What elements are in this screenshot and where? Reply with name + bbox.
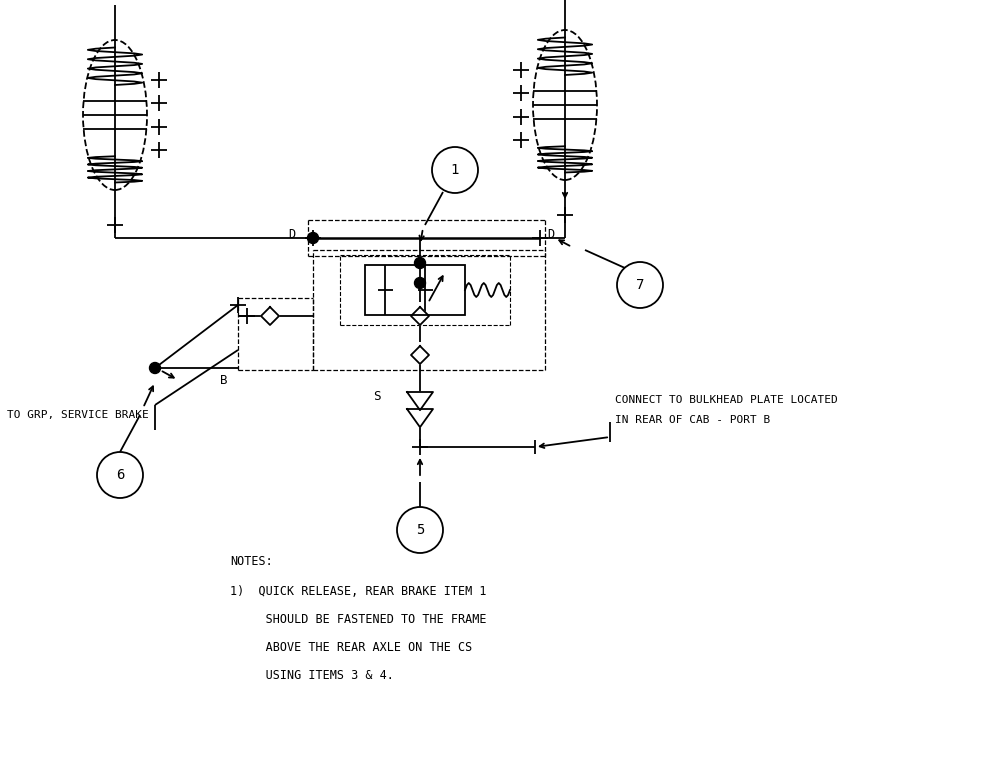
- Polygon shape: [407, 409, 433, 427]
- Polygon shape: [411, 346, 429, 364]
- Text: D: D: [288, 229, 295, 242]
- Bar: [365, 265, 465, 315]
- Text: ABOVE THE REAR AXLE ON THE CS: ABOVE THE REAR AXLE ON THE CS: [230, 641, 472, 654]
- Circle shape: [432, 147, 478, 193]
- Text: NOTES:: NOTES:: [230, 555, 273, 568]
- Circle shape: [397, 507, 443, 553]
- Text: B: B: [220, 374, 228, 387]
- Text: USING ITEMS 3 & 4.: USING ITEMS 3 & 4.: [230, 669, 394, 682]
- Circle shape: [415, 258, 426, 268]
- Text: IN REAR OF CAB - PORT B: IN REAR OF CAB - PORT B: [615, 415, 770, 425]
- Text: CONNECT TO BULKHEAD PLATE LOCATED: CONNECT TO BULKHEAD PLATE LOCATED: [615, 395, 838, 405]
- Circle shape: [150, 363, 160, 373]
- Circle shape: [97, 452, 143, 498]
- Circle shape: [617, 262, 663, 308]
- Text: 5: 5: [416, 523, 424, 537]
- Text: TO GRP, SERVICE BRAKE: TO GRP, SERVICE BRAKE: [7, 410, 149, 420]
- Text: 1: 1: [451, 163, 459, 177]
- Text: D: D: [547, 229, 554, 242]
- Polygon shape: [407, 392, 433, 410]
- Polygon shape: [411, 307, 429, 325]
- Text: S: S: [373, 389, 381, 403]
- Text: 7: 7: [636, 278, 644, 292]
- Circle shape: [415, 277, 426, 289]
- Circle shape: [308, 233, 318, 243]
- Text: SHOULD BE FASTENED TO THE FRAME: SHOULD BE FASTENED TO THE FRAME: [230, 613, 486, 626]
- Text: 1)  QUICK RELEASE, REAR BRAKE ITEM 1: 1) QUICK RELEASE, REAR BRAKE ITEM 1: [230, 585, 486, 598]
- Text: 6: 6: [116, 468, 124, 482]
- Polygon shape: [261, 307, 279, 325]
